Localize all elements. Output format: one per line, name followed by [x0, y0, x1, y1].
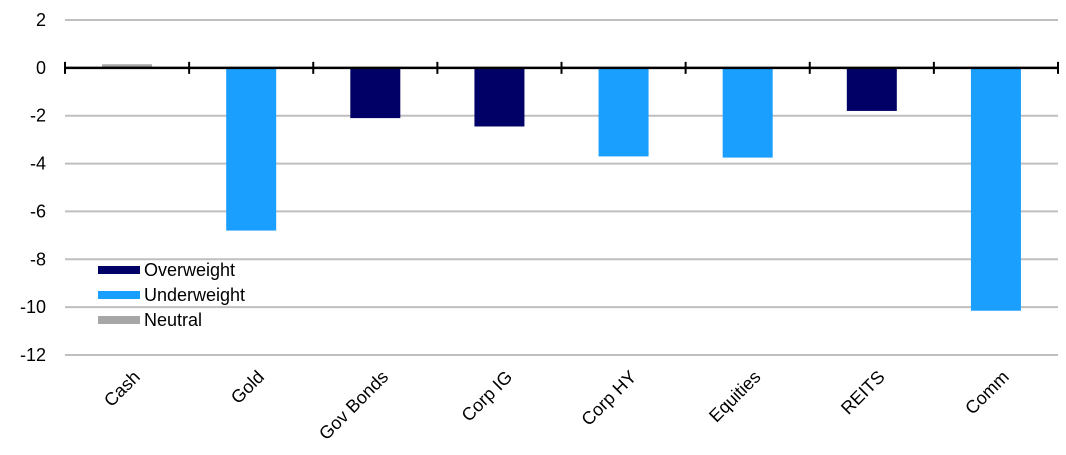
legend-swatch — [98, 291, 140, 299]
bar-comm — [970, 67, 1021, 311]
y-tick-label: 0 — [36, 58, 46, 78]
y-tick-label: -2 — [30, 106, 46, 126]
y-tick-label: -12 — [20, 345, 46, 365]
legend-swatch — [98, 266, 140, 274]
bar-gov-bonds — [350, 67, 401, 119]
legend-label: Overweight — [144, 260, 235, 280]
legend-label: Neutral — [144, 310, 202, 330]
bar-cash — [102, 64, 153, 68]
legend-swatch — [98, 316, 140, 324]
bar-corp-hy — [598, 67, 649, 157]
legend: Overweight Underweight Neutral — [98, 260, 245, 330]
y-tick-labels: 2 0 -2 -4 -6 -8 -10 -12 — [20, 10, 46, 365]
bar-corp-ig — [474, 67, 525, 127]
legend-label: Underweight — [144, 285, 245, 305]
y-tick-label: -6 — [30, 201, 46, 221]
y-tick-label: -8 — [30, 249, 46, 269]
bar-gold — [226, 67, 277, 231]
y-tick-label: 2 — [36, 10, 46, 30]
axes — [64, 61, 1059, 74]
y-tick-label: -4 — [30, 154, 46, 174]
bars — [102, 64, 1021, 311]
bar-reits — [846, 67, 897, 111]
y-tick-label: -10 — [20, 297, 46, 317]
bar-equities — [722, 67, 773, 158]
